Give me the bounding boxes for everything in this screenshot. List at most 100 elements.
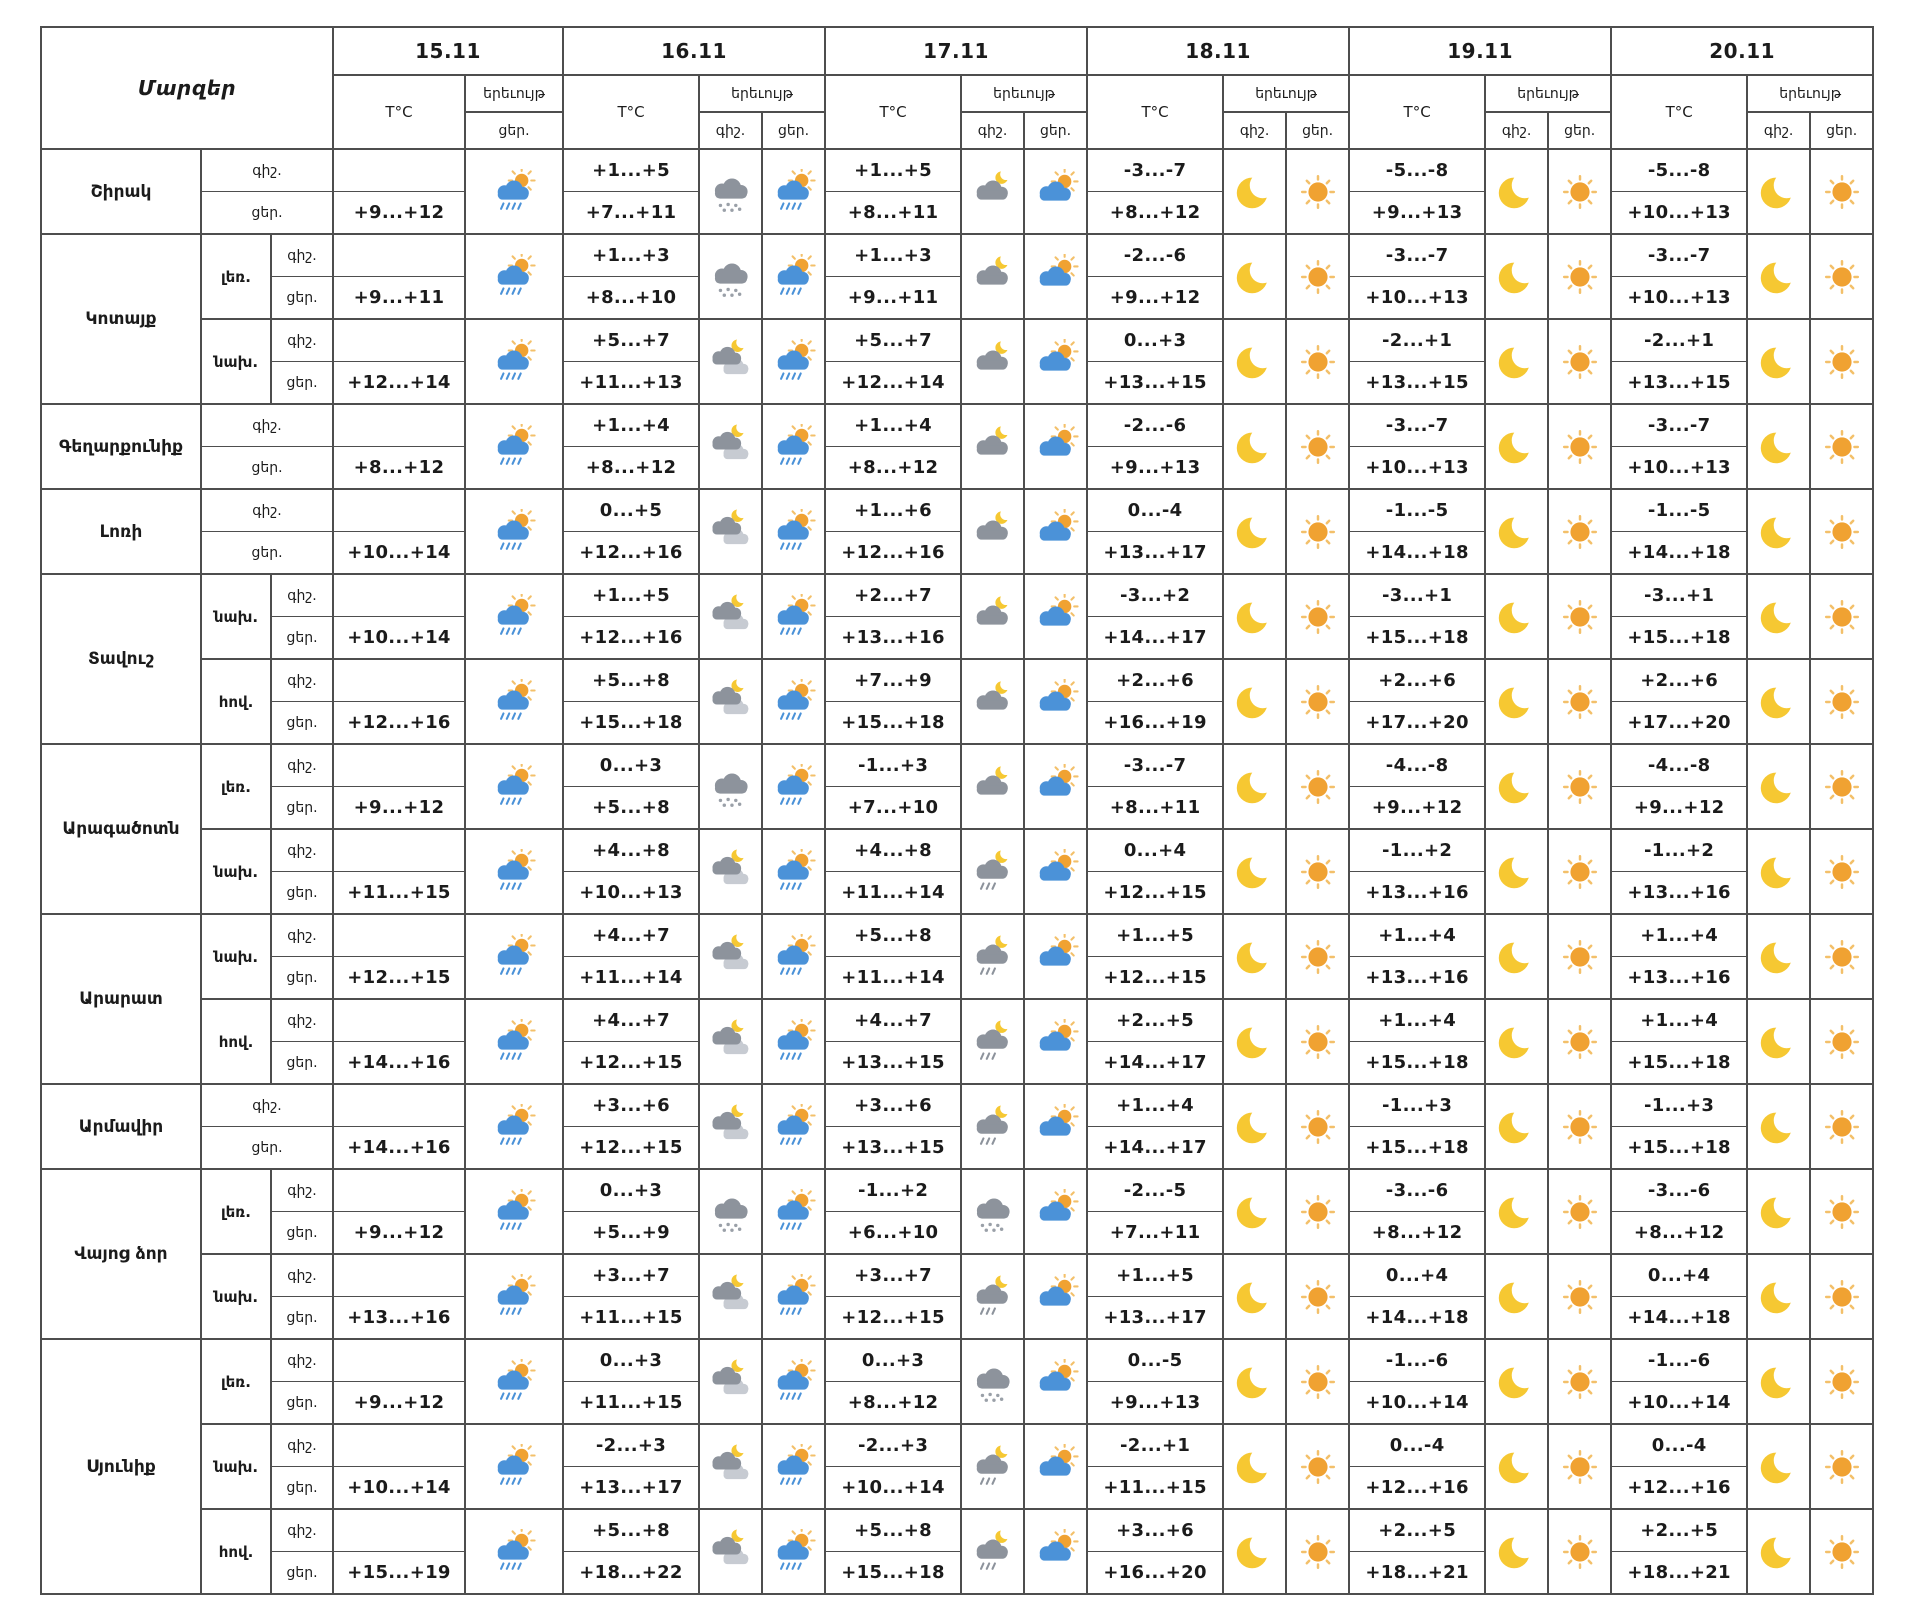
- temp-day: +14...+17: [1086, 616, 1225, 660]
- temp-day: +18...+21: [1348, 1551, 1487, 1595]
- temp-day: +13...+17: [1086, 1296, 1225, 1340]
- cloud-moon-icon: [960, 148, 1026, 235]
- day-header: ցեր.: [463, 111, 565, 150]
- day-row-label: ցեր.: [270, 276, 334, 320]
- moon-icon: [1222, 913, 1288, 1000]
- forecast-row-night: Գեղարքունիք գիշ. +1...+4 +1...+4 -2...-6 -3..…: [40, 403, 1875, 490]
- day-row-label: ցեր.: [270, 1551, 334, 1595]
- region-name: Վայոց ձոր: [40, 1168, 202, 1340]
- temp-day: +13...+16: [1348, 871, 1487, 915]
- clouds-moon-icon: [698, 573, 764, 660]
- forecast-row-day: ցեր. +10...+14 +12...+16 +12...+16 +13...+17…: [41, 531, 1873, 575]
- subregion-label: նախ.: [200, 318, 272, 405]
- day-header: ցեր.: [1809, 111, 1875, 150]
- sun-icon: [1547, 743, 1613, 830]
- clouds-moon-icon: [698, 998, 764, 1085]
- temp-night: -3...-6: [1348, 1168, 1487, 1212]
- temp-night: +7...+9: [824, 658, 963, 702]
- temp-day: +14...+17: [1086, 1041, 1225, 1085]
- forecast-row-night: Արմավիր գիշ. +3...+6 +3...+6 +1...+4 -1...+3 -…: [40, 1083, 1875, 1170]
- temp-night: 0...+4: [1086, 828, 1225, 872]
- day-row-label: ցեր.: [270, 871, 334, 915]
- forecast-row-night: Կոտայք լեռ. գիշ. +1...+3 +1...+3 -2...-6 -3...…: [40, 233, 1875, 405]
- sun-icon: [1547, 148, 1613, 235]
- moon-icon: [1484, 403, 1550, 490]
- sun-icon: [1285, 318, 1351, 405]
- night-row-label: գիշ.: [270, 1508, 334, 1552]
- temp-day: +13...+15: [824, 1041, 963, 1085]
- moon-icon: [1746, 1168, 1812, 1255]
- forecast-row-day: ցեր. +12...+16 +15...+18 +15...+18 +16...+19…: [41, 701, 1873, 745]
- day-row-label: ցեր.: [200, 191, 334, 235]
- sun-icon: [1809, 1508, 1875, 1595]
- temp-day: +14...+18: [1348, 1296, 1487, 1340]
- subregion-label: նախ.: [200, 1423, 272, 1510]
- temp-header: T°C: [1610, 74, 1749, 150]
- temp-night: 0...-4: [1610, 1423, 1749, 1467]
- subregion-label: լեռ.: [200, 1338, 272, 1425]
- moon-icon: [1222, 318, 1288, 405]
- cloud-moon-icon: [960, 488, 1026, 575]
- sun-rain-cloud-icon: [761, 913, 827, 1000]
- temp-day: +10...+14: [332, 531, 466, 575]
- sun-rain-cloud-icon: [463, 1508, 565, 1595]
- temp-day: +16...+20: [1086, 1551, 1225, 1595]
- subregion-label: լեռ.: [200, 233, 272, 320]
- sun-icon: [1547, 1253, 1613, 1340]
- sun-icon: [1547, 403, 1613, 490]
- forecast-row-night: նախ. գիշ. +4...+8 +4...+8 0...+4 -1...+2 -1...…: [41, 828, 1875, 915]
- temp-night: +1...+3: [562, 233, 701, 277]
- temp-day: +15...+18: [824, 701, 963, 745]
- temp-day: +8...+11: [1086, 786, 1225, 830]
- temp-night-empty: [332, 1083, 466, 1127]
- clouds-moon-icon: [698, 1508, 764, 1595]
- day-row-label: ցեր.: [270, 361, 334, 405]
- temp-day: +13...+16: [1348, 956, 1487, 1000]
- day-header: ցեր.: [1023, 111, 1089, 150]
- moon-icon: [1484, 1338, 1550, 1425]
- temp-day: +8...+12: [1610, 1211, 1749, 1255]
- temp-night: 0...+3: [562, 1338, 701, 1382]
- sun-rain-cloud-icon: [761, 743, 827, 830]
- temp-night: 0...+3: [562, 1168, 701, 1212]
- forecast-row-night: հով. գիշ. +5...+8 +5...+8 +3...+6 +2...+5 +2..…: [41, 1508, 1875, 1595]
- temp-day: +12...+15: [562, 1126, 701, 1170]
- temp-night: +3...+7: [824, 1253, 963, 1297]
- cloud-moon-rain-icon: [960, 1253, 1026, 1340]
- temp-night-empty: [332, 913, 466, 957]
- day-row-label: ցեր.: [270, 1466, 334, 1510]
- temp-night: -3...+2: [1086, 573, 1225, 617]
- temp-night: -1...+2: [1610, 828, 1749, 872]
- cloud-moon-icon: [960, 403, 1026, 490]
- sun-rain-cloud-icon: [761, 1508, 827, 1595]
- region-name: Արարատ: [40, 913, 202, 1085]
- subheader-row: T°C երեւույթ T°C երեւույթ T°C երեւույթ T…: [41, 74, 1875, 150]
- sun-rain-cloud-icon: [463, 148, 565, 235]
- night-header: գիշ.: [1484, 111, 1550, 150]
- date-header: 16.11: [562, 26, 827, 76]
- night-row-label: գիշ.: [270, 1338, 334, 1382]
- phenomenon-header: երեւույթ: [960, 74, 1089, 113]
- sun-icon: [1285, 148, 1351, 235]
- temp-night: 0...+3: [824, 1338, 963, 1382]
- forecast-row-day: ցեր. +9...+11 +8...+10 +9...+11 +9...+12 +10.…: [41, 276, 1873, 320]
- sun-icon: [1547, 1083, 1613, 1170]
- cloud-moon-icon: [960, 573, 1026, 660]
- dates-header-row: Մարզեր 15.11 16.11 17.11 18.11 19.11 20.…: [40, 26, 1875, 150]
- subregion-label: հով.: [200, 1508, 272, 1595]
- temp-day: +7...+11: [1086, 1211, 1225, 1255]
- moon-icon: [1746, 403, 1812, 490]
- temp-night-empty: [332, 1508, 466, 1552]
- temp-night: +4...+7: [562, 913, 701, 957]
- sun-icon: [1809, 233, 1875, 320]
- temp-night: -5...-8: [1348, 148, 1487, 192]
- forecast-table-body: Շիրակ գիշ. +1...+5 +1...+5 -3...-7 -5...-8 -5.…: [40, 148, 1875, 1595]
- temp-night: -5...-8: [1610, 148, 1749, 192]
- moon-icon: [1746, 148, 1812, 235]
- forecast-row-day: ցեր. +12...+15 +11...+14 +11...+14 +12...+15…: [41, 956, 1873, 1000]
- temp-day: +12...+15: [824, 1296, 963, 1340]
- sun-rain-cloud-icon: [761, 318, 827, 405]
- temp-day: +12...+16: [824, 531, 963, 575]
- temp-night-empty: [332, 1338, 466, 1382]
